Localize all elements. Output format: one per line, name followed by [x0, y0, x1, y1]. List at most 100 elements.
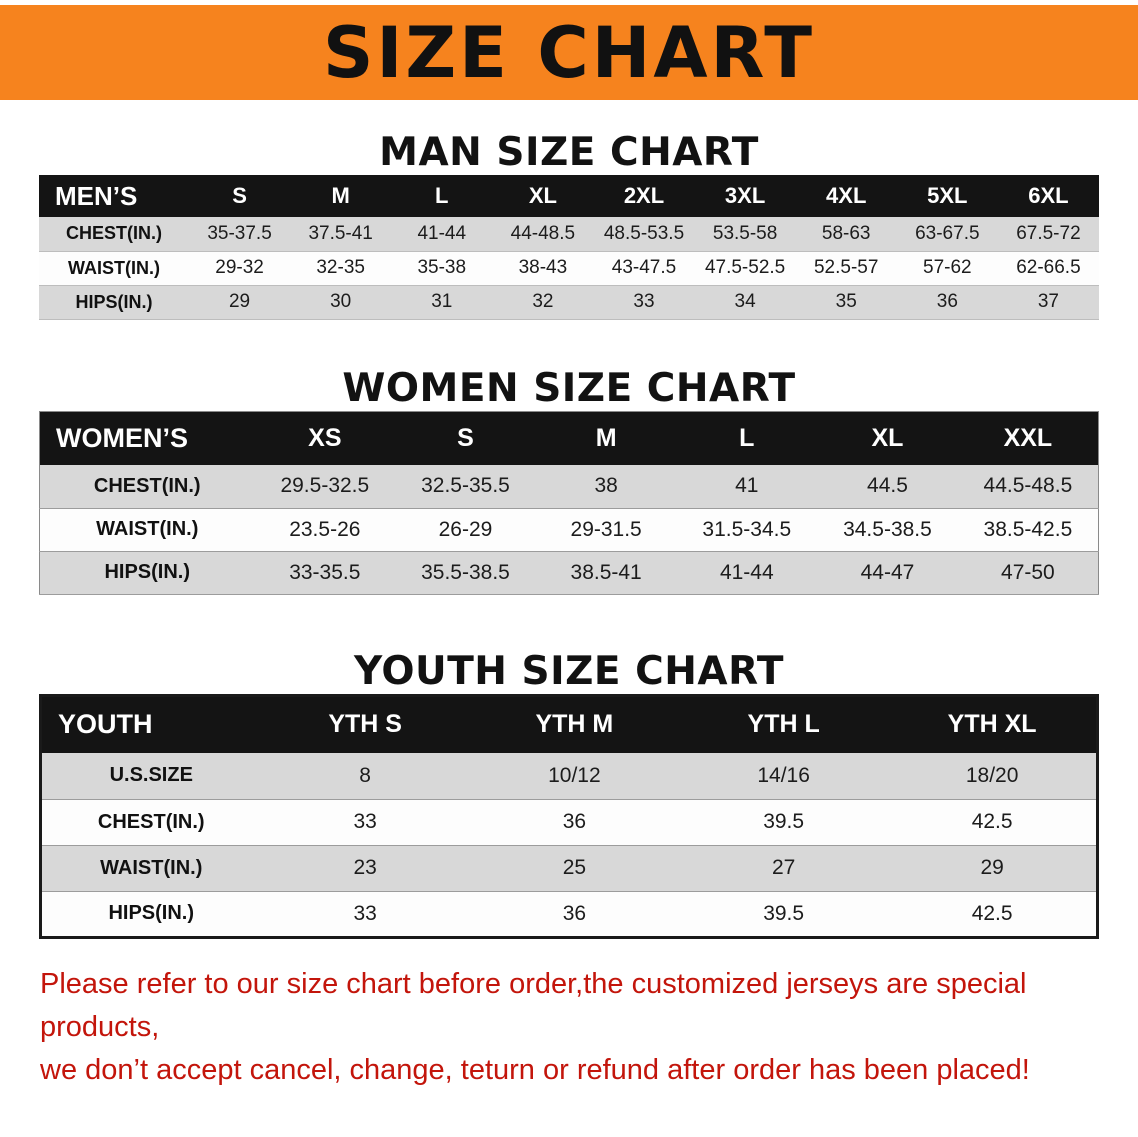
size-cell: 47-50 [1001, 560, 1055, 584]
size-cell: 34.5-38.5 [843, 517, 932, 541]
row-label: WAIST(IN.) [68, 257, 160, 278]
size-cell: 42.5 [971, 810, 1013, 833]
size-cell: 41-44 [417, 222, 467, 244]
size-cell: 36 [936, 291, 958, 312]
column-header: YOUTH [40, 695, 261, 753]
column-header: XL [817, 411, 958, 465]
table-header-row: YOUTH YTH S YTH M YTH L YTH XL [40, 695, 1098, 753]
size-cell: 25 [562, 856, 587, 879]
size-cell: 32 [532, 291, 554, 312]
column-header: 6XL [997, 175, 1099, 217]
size-chart-page: SIZE CHART MAN SIZE CHART MEN’S S M L XL… [0, 5, 1138, 1092]
size-cell: 33-35.5 [289, 560, 361, 584]
column-header: L [391, 175, 493, 217]
column-header: 5XL [896, 175, 998, 217]
size-cell: 44.5-48.5 [983, 474, 1073, 498]
column-header: S [395, 411, 536, 465]
row-label: U.S.SIZE [109, 764, 193, 787]
size-cell: 35-38 [417, 257, 467, 278]
size-cell: 32.5-35.5 [421, 474, 510, 498]
size-cell: 47.5-52.5 [704, 257, 786, 278]
youth-size-table: YOUTH YTH S YTH M YTH L YTH XL U.S.SIZE … [39, 693, 1099, 939]
size-cell: 32-35 [316, 257, 365, 278]
size-cell: 29 [228, 291, 251, 312]
size-cell: 14/16 [757, 763, 810, 787]
column-header: YTH XL [888, 695, 1098, 753]
column-header: YTH S [260, 695, 470, 753]
table-row: HIPS(IN.) 33 36 39.5 42.5 [40, 891, 1098, 937]
table-row: CHEST(IN.) 29.5-32.5 32.5-35.5 38 41 44.… [39, 465, 1099, 508]
size-cell: 33 [633, 291, 655, 312]
size-cell: 23.5-26 [289, 517, 361, 541]
size-cell: 41 [735, 474, 759, 498]
women-section: WOMEN SIZE CHART WOMEN’S XS S M L XL XXL… [0, 366, 1138, 595]
column-header: 2XL [593, 175, 695, 217]
column-header: XS [254, 411, 396, 465]
size-cell: 39.5 [763, 810, 805, 833]
size-cell: 18/20 [965, 763, 1019, 787]
women-size-table: WOMEN’S XS S M L XL XXL CHEST(IN.) 29.5-… [39, 410, 1099, 595]
size-cell: 63-67.5 [915, 222, 980, 244]
size-cell: 38.5-42.5 [983, 517, 1073, 541]
page-title: SIZE CHART [322, 11, 816, 94]
column-header: XXL [957, 411, 1099, 465]
size-cell: 37 [1037, 291, 1059, 312]
size-cell: 36 [562, 901, 587, 925]
youth-section-heading: YOUTH SIZE CHART [354, 648, 784, 694]
size-cell: 26-29 [438, 517, 493, 541]
row-label: HIPS(IN.) [108, 902, 195, 924]
size-cell: 29-31.5 [570, 517, 642, 541]
table-row: HIPS(IN.) 33-35.5 35.5-38.5 38.5-41 41-4… [39, 551, 1099, 594]
disclaimer-line-2: we don’t accept cancel, change, teturn o… [40, 1053, 1030, 1086]
youth-section: YOUTH SIZE CHART YOUTH YTH S YTH M YTH L… [0, 649, 1138, 939]
size-cell: 58-63 [821, 222, 871, 244]
column-header: WOMEN’S [39, 411, 255, 465]
row-label: CHEST(IN.) [66, 223, 162, 244]
men-size-table: MEN’S S M L XL 2XL 3XL 4XL 5XL 6XL CHEST… [39, 175, 1099, 320]
size-cell: 38-43 [518, 257, 568, 278]
row-label: WAIST(IN.) [96, 518, 199, 540]
table-row: CHEST(IN.) 33 36 39.5 42.5 [40, 799, 1098, 845]
column-header: 3XL [694, 175, 796, 217]
size-cell: 43-47.5 [611, 257, 677, 278]
column-header: S [189, 175, 291, 217]
size-cell: 8 [359, 763, 371, 787]
size-cell: 33 [353, 901, 377, 925]
column-header: M [535, 411, 677, 465]
table-row: WAIST(IN.) 23 25 27 29 [40, 845, 1098, 891]
column-header: YTH M [469, 695, 679, 753]
size-cell: 44-48.5 [510, 222, 576, 244]
size-cell: 30 [330, 291, 352, 312]
size-cell: 35.5-38.5 [421, 560, 510, 584]
women-section-heading: WOMEN SIZE CHART [342, 365, 796, 411]
size-cell: 23 [353, 856, 377, 879]
size-cell: 31.5-34.5 [702, 517, 792, 541]
disclaimer: Please refer to our size chart before or… [40, 963, 1118, 1092]
size-cell: 62-66.5 [1016, 257, 1081, 278]
row-label: HIPS(IN.) [75, 291, 153, 312]
size-cell: 34 [734, 291, 756, 312]
size-cell: 10/12 [548, 763, 601, 787]
size-cell: 31 [431, 291, 453, 312]
row-label: WAIST(IN.) [100, 856, 203, 879]
size-cell: 29-32 [215, 257, 264, 278]
column-header: MEN’S [39, 175, 189, 217]
disclaimer-line-1: Please refer to our size chart before or… [40, 967, 1027, 1043]
column-header: M [290, 175, 392, 217]
size-cell: 39.5 [763, 901, 805, 925]
size-cell: 35-37.5 [207, 222, 272, 244]
table-row: CHEST(IN.) 35-37.5 37.5-41 41-44 44-48.5… [39, 217, 1099, 251]
size-cell: 44-47 [860, 560, 915, 584]
size-cell: 33 [353, 810, 377, 833]
size-cell: 29.5-32.5 [280, 474, 370, 498]
column-header: YTH L [679, 695, 889, 753]
size-cell: 36 [562, 810, 587, 833]
column-header: 4XL [795, 175, 897, 217]
men-section: MAN SIZE CHART MEN’S S M L XL 2XL 3XL 4X… [0, 130, 1138, 320]
size-cell: 44.5 [867, 474, 908, 498]
size-cell: 27 [771, 856, 796, 879]
table-row: U.S.SIZE 8 10/12 14/16 18/20 [40, 753, 1098, 799]
table-row: WAIST(IN.) 23.5-26 26-29 29-31.5 31.5-34… [39, 508, 1099, 551]
size-cell: 57-62 [923, 257, 972, 278]
column-header: L [676, 411, 818, 465]
